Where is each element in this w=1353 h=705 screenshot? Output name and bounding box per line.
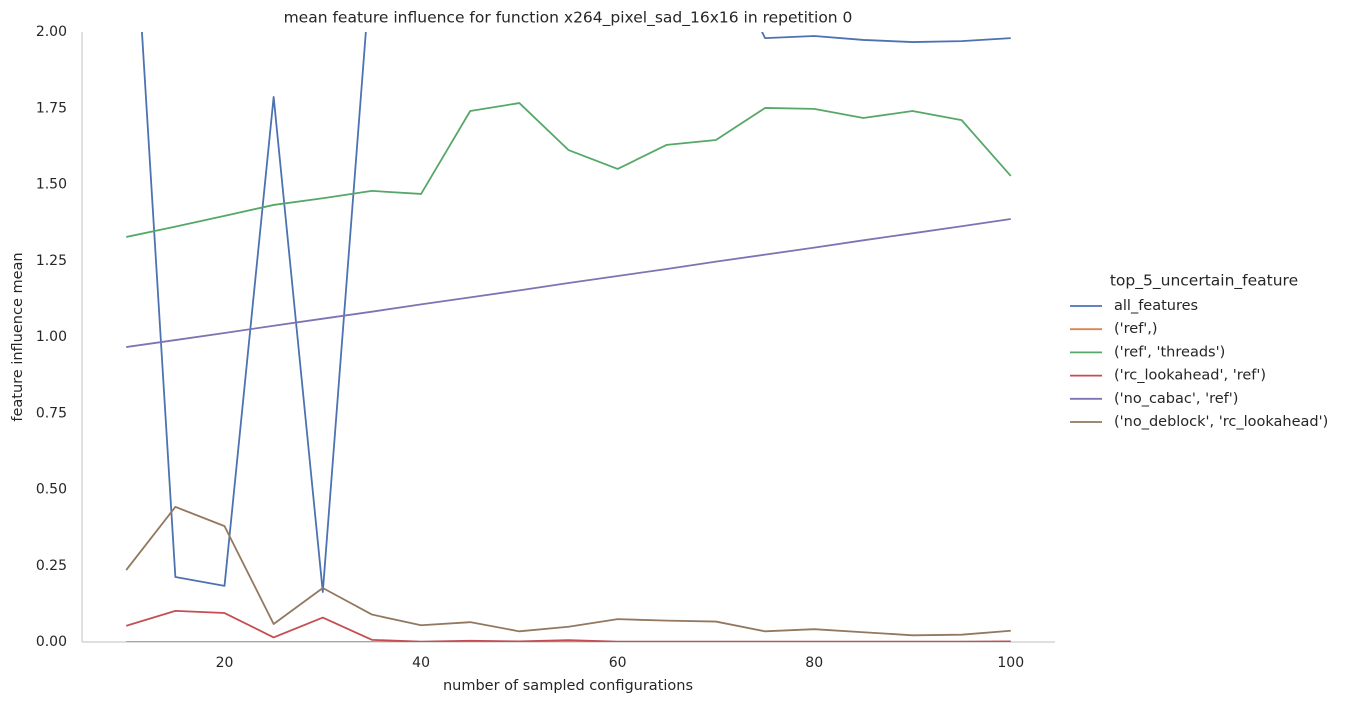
data-line: [125, 505, 1011, 637]
x-tick-label: 60: [609, 655, 627, 671]
y-tick-label: 0.50: [36, 482, 67, 498]
data-line: [141, 32, 1011, 593]
x-tick-label: 40: [412, 655, 430, 671]
data-line: [126, 102, 1012, 238]
legend-label: ('no_cabac', 'ref'): [1114, 391, 1238, 407]
data-line: [125, 609, 1011, 642]
legend-label: ('ref', 'threads'): [1114, 344, 1225, 360]
x-tick-label: 80: [805, 655, 823, 671]
legend-label: all_features: [1114, 298, 1198, 314]
x-axis-label: number of sampled configurations: [443, 678, 693, 694]
legend-label: ('rc_lookahead', 'ref'): [1114, 368, 1266, 384]
y-tick-label: 1.50: [36, 177, 67, 193]
data-line: [126, 218, 1011, 348]
legend-label: ('no_deblock', 'rc_lookahead'): [1114, 414, 1328, 430]
y-tick-label: 0.75: [36, 405, 67, 421]
y-tick-label: 1.75: [36, 100, 67, 116]
plot-area: [125, 32, 1012, 642]
y-tick-label: 1.00: [36, 329, 67, 345]
legend-title: top_5_uncertain_feature: [1110, 272, 1298, 291]
legend-label: ('ref',): [1114, 321, 1158, 337]
x-tick-label: 20: [216, 655, 234, 671]
y-tick-label: 1.25: [36, 253, 67, 269]
y-tick-label: 0.25: [36, 558, 67, 574]
y-tick-label: 2.00: [36, 24, 67, 40]
x-tick-label: 100: [997, 655, 1024, 671]
chart-title: mean feature influence for function x264…: [284, 9, 853, 28]
y-tick-label: 0.00: [36, 634, 67, 650]
y-axis-label: feature influence mean: [10, 252, 26, 421]
